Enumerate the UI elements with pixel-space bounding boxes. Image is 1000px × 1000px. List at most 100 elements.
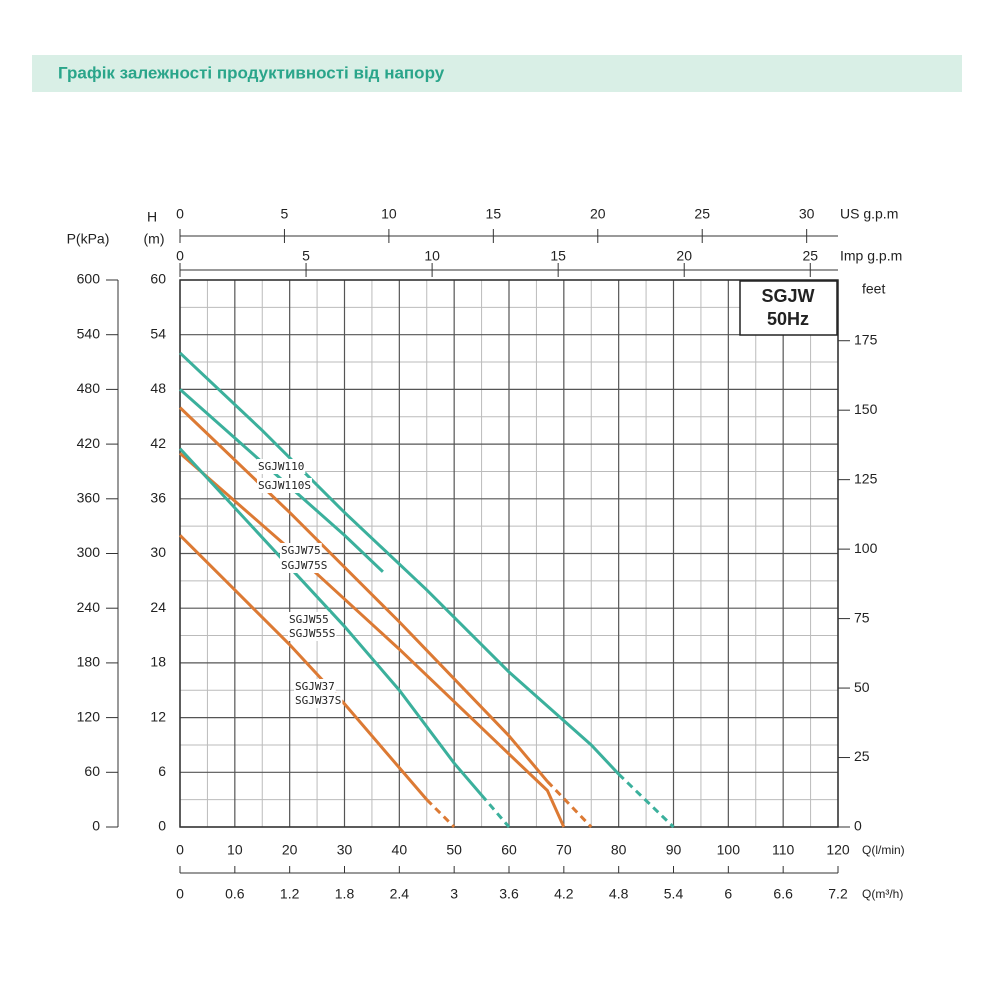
x-label: Q(l/min) xyxy=(862,843,905,857)
x-tick-label: 60 xyxy=(501,842,517,858)
x-tick-label: 50 xyxy=(446,842,462,858)
y-tick-label: 6 xyxy=(158,763,166,779)
curve xyxy=(178,447,483,797)
curve xyxy=(178,534,428,801)
x-tick-label: 10 xyxy=(227,842,243,858)
left-tick-label: 480 xyxy=(77,380,101,396)
y-tick-label: 60 xyxy=(150,271,166,287)
x-tick-label: 70 xyxy=(556,842,572,858)
x-tick-label: 0 xyxy=(176,842,184,858)
x2-tick-label: 3.6 xyxy=(499,886,519,902)
y-tick-label: 30 xyxy=(150,544,166,560)
label-bg xyxy=(294,693,343,708)
curve-label: SGJW37 xyxy=(295,680,335,693)
top-tick-label: 0 xyxy=(176,248,184,264)
curve-tail xyxy=(546,780,593,829)
left-tick-label: 360 xyxy=(77,490,101,506)
model-box xyxy=(739,280,838,336)
label-bg xyxy=(280,558,329,573)
top-tick-label: 20 xyxy=(676,248,692,264)
x2-tick-label: 5.4 xyxy=(664,886,684,902)
left-tick-label: 120 xyxy=(77,708,101,724)
x-tick-label: 90 xyxy=(666,842,682,858)
label-bg xyxy=(257,478,312,493)
curve xyxy=(179,452,566,828)
right-tick-label: 125 xyxy=(854,470,878,486)
chart-title: Графік залежності продуктивності від нап… xyxy=(58,63,445,82)
top-axis-label: US g.p.m xyxy=(840,206,898,222)
x2-tick-label: 0.6 xyxy=(225,886,245,902)
top-tick-label: 20 xyxy=(590,206,606,222)
model-text: 50Hz xyxy=(767,309,809,329)
left-tick-label: 300 xyxy=(77,544,101,560)
left-tick-label: 0 xyxy=(92,818,100,834)
right-tick-label: 25 xyxy=(854,748,870,764)
left-tick-label: 240 xyxy=(77,599,101,615)
right-tick-label: 50 xyxy=(854,679,870,695)
label-bg xyxy=(288,612,330,627)
x2-tick-label: 7.2 xyxy=(828,886,848,902)
curve-label: SGJW110S xyxy=(258,479,311,492)
x2-tick-label: 3 xyxy=(450,886,458,902)
x2-tick-label: 0 xyxy=(176,886,184,902)
y-tick-label: 42 xyxy=(150,435,166,451)
right-tick-label: 175 xyxy=(854,331,878,347)
right-tick-label: 0 xyxy=(854,818,862,834)
model-text: SGJW xyxy=(761,286,814,306)
x-tick-label: 40 xyxy=(392,842,408,858)
x-tick-label: 120 xyxy=(826,842,850,858)
x-tick-label: 100 xyxy=(717,842,741,858)
curve-label: SGJW55S xyxy=(289,627,335,640)
top-tick-label: 30 xyxy=(799,206,815,222)
label-bg xyxy=(257,459,306,474)
y-tick-label: 18 xyxy=(150,654,166,670)
y-tick-label: 36 xyxy=(150,490,166,506)
y-tick-label: 0 xyxy=(158,818,166,834)
label-bg xyxy=(280,543,322,558)
top-tick-label: 15 xyxy=(486,206,502,222)
right-tick-label: 150 xyxy=(854,401,878,417)
top-tick-label: 25 xyxy=(694,206,710,222)
title-bar xyxy=(32,55,962,92)
y-tick-label: 48 xyxy=(150,380,166,396)
y-tick-label: 24 xyxy=(150,599,166,615)
right-tick-label: 100 xyxy=(854,540,878,556)
label-bg xyxy=(288,626,337,641)
left-tick-label: 600 xyxy=(77,271,101,287)
right-tick-label: 75 xyxy=(854,609,870,625)
curve-tail xyxy=(425,798,456,829)
curve xyxy=(178,406,549,783)
top-tick-label: 25 xyxy=(802,248,818,264)
x-tick-label: 30 xyxy=(337,842,353,858)
x-tick-label: 80 xyxy=(611,842,627,858)
curve-label: SGJW37S xyxy=(295,694,341,707)
top-axis-label: Imp g.p.m xyxy=(840,248,902,264)
top-tick-label: 10 xyxy=(381,206,397,222)
x2-tick-label: 4.2 xyxy=(554,886,574,902)
left-tick-label: 540 xyxy=(77,325,101,341)
curve-label: SGJW75S xyxy=(281,559,327,572)
top-tick-label: 10 xyxy=(424,248,440,264)
x-tick-label: 20 xyxy=(282,842,298,858)
left-tick-label: 420 xyxy=(77,435,101,451)
x-tick-label: 110 xyxy=(772,842,795,858)
x2-tick-label: 1.2 xyxy=(280,886,300,902)
x2-tick-label: 2.4 xyxy=(390,886,410,902)
curve-label: SGJW110 xyxy=(258,460,304,473)
y-tick-label: 12 xyxy=(150,708,166,724)
curve-label: SGJW55 xyxy=(289,613,329,626)
left-tick-label: 180 xyxy=(77,654,101,670)
y-label: H xyxy=(147,209,157,225)
curve-tail xyxy=(617,773,675,829)
x2-tick-label: 1.8 xyxy=(335,886,355,902)
right-axis-label: feet xyxy=(862,281,885,297)
curve-label: SGJW75 xyxy=(281,544,321,557)
left-tick-label: 60 xyxy=(84,763,100,779)
y-unit: (m) xyxy=(144,231,165,247)
x2-tick-label: 6.6 xyxy=(773,886,793,902)
x2-tick-label: 6 xyxy=(724,886,732,902)
top-tick-label: 5 xyxy=(302,248,310,264)
x2-label: Q(m³/h) xyxy=(862,887,903,901)
top-tick-label: 5 xyxy=(281,206,289,222)
